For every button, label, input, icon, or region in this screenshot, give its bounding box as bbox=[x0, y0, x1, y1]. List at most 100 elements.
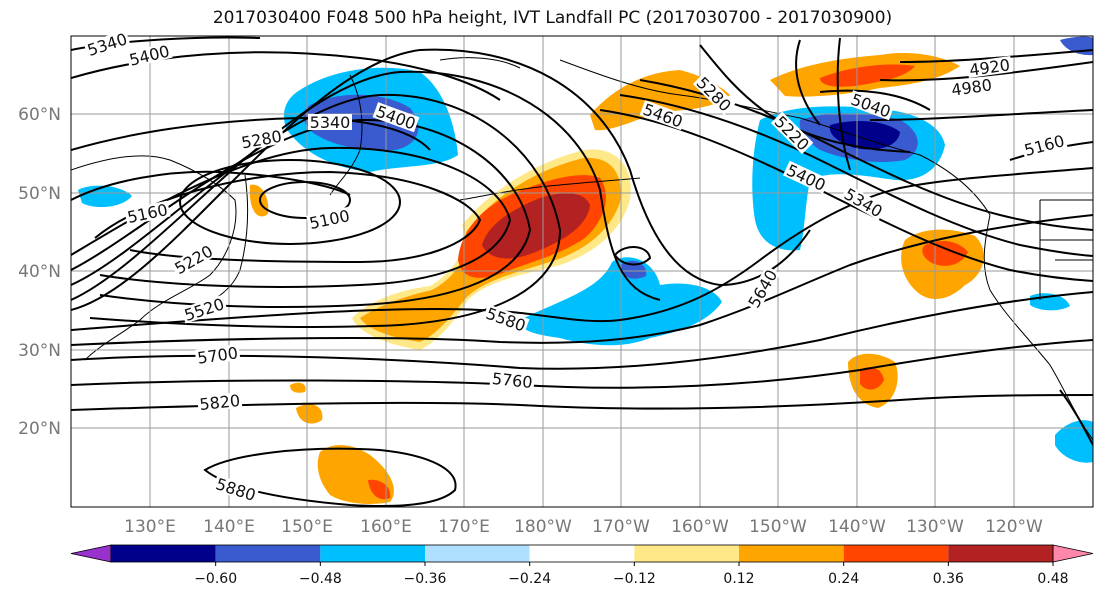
contour-label-bg bbox=[170, 241, 217, 278]
colorbar-box bbox=[843, 545, 949, 562]
contour-5640-ak bbox=[836, 37, 851, 171]
map-title: 2017030400 F048 500 hPa height, IVT Land… bbox=[212, 8, 893, 28]
lon-tick-label: 180°W bbox=[514, 517, 572, 537]
height-contours bbox=[71, 36, 1093, 507]
contour-5340-ak bbox=[619, 94, 1093, 257]
contour-label-bg bbox=[482, 304, 530, 335]
colorbar-extend-high bbox=[1052, 544, 1094, 563]
colorbar-outline bbox=[110, 544, 1054, 563]
pos-core-subtropics bbox=[368, 479, 391, 500]
contour-cutoff-low bbox=[613, 246, 652, 266]
lat-tick-label: 20°N bbox=[18, 419, 61, 439]
pos-band-core bbox=[482, 193, 590, 259]
colorbar-extend-low bbox=[70, 544, 112, 563]
contour-label-bg bbox=[306, 206, 353, 232]
pos-small-b bbox=[290, 382, 306, 393]
colorbar-tick-label: −0.36 bbox=[404, 571, 447, 587]
colorbar-tick-label: 0.12 bbox=[723, 571, 754, 587]
lon-tick-label: 130°E bbox=[124, 517, 176, 537]
contour-5040 bbox=[819, 89, 931, 111]
colorbar-box bbox=[634, 545, 739, 562]
lon-tick-label: 150°W bbox=[749, 517, 807, 537]
colorbar-tick-label: 0.48 bbox=[1037, 571, 1068, 587]
contour-5220-loop bbox=[94, 170, 482, 264]
contour-5460-ak bbox=[795, 39, 821, 126]
contour-5220-ak bbox=[699, 44, 911, 153]
contour-5640 bbox=[71, 214, 1093, 346]
lon-tick-label: 160°E bbox=[360, 517, 412, 537]
colorbar-tick-label: 0.24 bbox=[828, 571, 859, 587]
lon-axis: 130°E 140°E 150°E 160°E 170°E 180°W 170°W 160°W… bbox=[124, 517, 1043, 537]
contour-5160 bbox=[179, 159, 401, 245]
contour-label-bg bbox=[1020, 131, 1068, 159]
lon-tick-label: 140°W bbox=[828, 517, 886, 537]
neg-small-east-b bbox=[1055, 420, 1093, 463]
pos-small-a bbox=[296, 404, 323, 424]
contour-label-bg bbox=[372, 102, 420, 133]
contour-5880 bbox=[203, 447, 457, 507]
coast-alaska bbox=[559, 59, 991, 216]
coast-aleutians bbox=[459, 177, 641, 201]
contour-5580 bbox=[71, 167, 1093, 331]
contour-5160-ak bbox=[869, 109, 1093, 121]
contour-5760 bbox=[71, 339, 1093, 389]
colorbar-tick-label: −0.24 bbox=[508, 571, 551, 587]
map-frame bbox=[70, 35, 1094, 508]
lon-tick-label: 170°W bbox=[592, 517, 650, 537]
contour-label: 5760 bbox=[491, 369, 533, 392]
colorbar-box bbox=[320, 545, 425, 562]
contour-5700 bbox=[71, 291, 1093, 370]
lat-tick-label: 40°N bbox=[18, 262, 61, 282]
contour-label-bg bbox=[238, 127, 285, 151]
pos-core-hawaii bbox=[860, 367, 884, 390]
contour-5220 bbox=[71, 170, 351, 201]
contour-label-bg bbox=[489, 369, 536, 391]
contour-label-bg bbox=[966, 56, 1013, 79]
colorbar-tick-label: −0.12 bbox=[613, 571, 656, 587]
coast-bering bbox=[439, 57, 521, 69]
contour-5820 bbox=[71, 394, 1093, 411]
colorbar-box bbox=[739, 545, 844, 562]
pos-core-westcoast bbox=[922, 240, 968, 266]
contour-5460 bbox=[71, 70, 661, 301]
contour-5280 bbox=[71, 116, 431, 151]
lon-tick-label: 130°W bbox=[906, 517, 964, 537]
lat-axis: 60°N 50°N 40°N 30°N 20°N bbox=[18, 105, 61, 439]
contour-label-bg bbox=[194, 344, 241, 367]
colorbar-box bbox=[948, 545, 1053, 562]
colorbar-box bbox=[425, 545, 530, 562]
colorbar-tick-label: 0.36 bbox=[933, 571, 964, 587]
contour-label-bg bbox=[639, 100, 687, 131]
lon-tick-label: 170°E bbox=[438, 517, 490, 537]
contour-label-bg bbox=[770, 111, 814, 155]
contour-label-bg bbox=[212, 474, 260, 504]
colorbar-box bbox=[111, 545, 216, 562]
colorbar-tick-label: −0.60 bbox=[194, 571, 237, 587]
contour-5280-ak bbox=[599, 109, 1093, 282]
contour-label: 5820 bbox=[198, 391, 240, 414]
colorbar: −0.60 −0.48 −0.36 −0.24 −0.12 0.12 0.24 0.36 0.4… bbox=[70, 544, 1094, 587]
contour-label-bg bbox=[948, 76, 995, 99]
contour-label-bg bbox=[744, 265, 781, 312]
contour-label-bg bbox=[196, 391, 243, 413]
contour-5280-loop bbox=[71, 146, 512, 288]
contour-label-bg bbox=[308, 114, 352, 130]
lat-tick-label: 50°N bbox=[18, 184, 61, 204]
contour-label-bg bbox=[124, 200, 171, 226]
colorbar-tick-label: −0.48 bbox=[299, 571, 342, 587]
contour-5100 bbox=[259, 181, 351, 219]
contour-label-bg bbox=[125, 42, 173, 69]
contour-4920 bbox=[899, 49, 1093, 63]
contour-label-bg bbox=[692, 72, 736, 116]
lon-tick-label: 160°W bbox=[671, 517, 729, 537]
lon-tick-label: 120°W bbox=[985, 517, 1043, 537]
contour-5880-east bbox=[1059, 389, 1093, 446]
contour-label-bg bbox=[83, 29, 131, 59]
neg-deep-gulf bbox=[829, 120, 900, 150]
lon-tick-label: 150°E bbox=[281, 517, 333, 537]
pos-core-north-canada bbox=[820, 64, 915, 87]
coast-us-state-lines bbox=[1039, 199, 1093, 300]
lat-tick-label: 60°N bbox=[18, 105, 61, 125]
colorbar-box bbox=[529, 545, 635, 562]
